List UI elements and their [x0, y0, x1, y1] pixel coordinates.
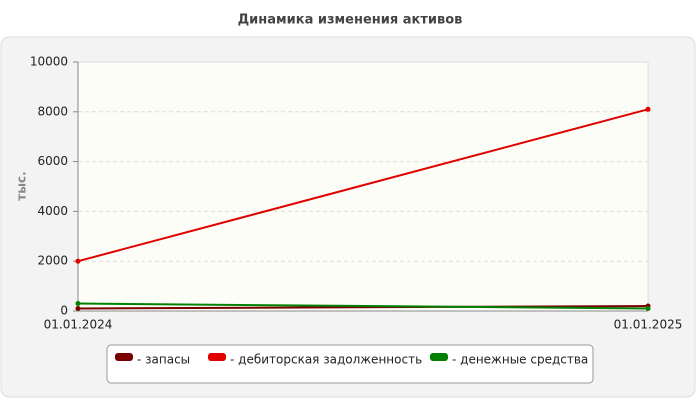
series-line — [77, 108, 649, 263]
point — [75, 301, 81, 307]
legend-label: - дебиторская задолженность — [230, 353, 422, 367]
y-tick-label: 4000 — [37, 204, 68, 218]
x-tick-label: 01.01.2024 — [44, 318, 113, 332]
point — [645, 106, 651, 112]
y-tick-label: 2000 — [37, 254, 68, 268]
legend-swatch — [430, 353, 448, 361]
legend-label: - запасы — [137, 353, 190, 367]
point — [645, 306, 651, 312]
y-tick-label: 10000 — [30, 55, 68, 69]
legend-swatch — [115, 353, 133, 361]
x-tick-label: 01.01.2025 — [614, 318, 683, 332]
y-tick-label: 0 — [60, 304, 68, 318]
legend-swatch — [208, 353, 226, 361]
point — [75, 258, 81, 264]
series-line — [77, 302, 649, 310]
y-axis-label: тыс. — [15, 171, 29, 200]
legend-label: - денежные средства — [452, 353, 588, 367]
y-tick-label: 8000 — [37, 104, 68, 118]
legend — [106, 344, 594, 384]
y-tick-label: 6000 — [37, 154, 68, 168]
plot-area — [77, 61, 649, 312]
chart-title: Динамика изменения активов — [238, 13, 463, 28]
series-line — [77, 305, 649, 310]
point — [75, 306, 81, 312]
